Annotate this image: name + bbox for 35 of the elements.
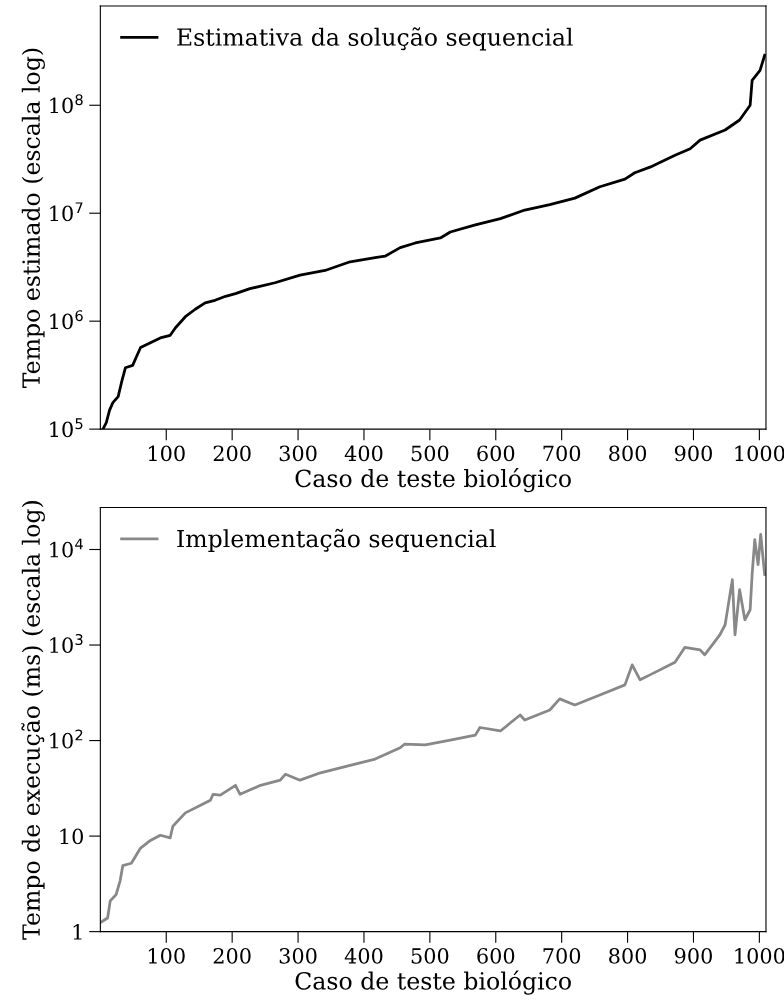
x-tick-label: 600 (477, 445, 515, 462)
x-tick-label: 100 (148, 445, 185, 462)
x-tick-label: 900 (674, 445, 712, 462)
x-axis-title: Caso de teste biológico (295, 468, 571, 493)
y-tick-label: 10$^{7}$ (50, 202, 83, 222)
x-tick-label: 500 (411, 445, 449, 462)
legend-label: Implementação sequencial (177, 528, 496, 553)
y-tick-label: 10$^{8}$ (50, 94, 83, 114)
y-tick-label: 10$^{4}$ (50, 538, 83, 558)
y-axis-title: Tempo de execução (ms) (escala log) (21, 501, 45, 940)
y-tick-label: 10 (60, 828, 83, 845)
x-tick-label: 800 (609, 947, 647, 964)
x-tick-label: 300 (279, 445, 317, 462)
y-tick-label: 1 (73, 924, 82, 940)
x-tick-label: 500 (411, 947, 449, 964)
legend-label: Estimativa da solução sequencial (177, 27, 573, 51)
x-tick-label: 200 (213, 445, 251, 462)
x-tick-label: 300 (279, 947, 317, 964)
y-tick-label: 10$^{2}$ (50, 729, 83, 749)
x-axis-title: Caso de teste biológico (295, 970, 571, 995)
x-tick-label: 200 (213, 947, 251, 964)
x-tick-label: 700 (543, 947, 581, 964)
y-tick-label: 10$^{6}$ (50, 310, 83, 330)
y-tick-label: 10$^{3}$ (50, 633, 83, 654)
x-tick-label: 600 (477, 947, 515, 964)
x-tick-label: 700 (543, 445, 581, 462)
y-tick-label: 10$^{5}$ (50, 418, 83, 438)
y-axis-title: Tempo estimado (escala log) (21, 48, 45, 389)
x-tick-label: 100 (148, 947, 185, 964)
x-tick-label: 1000 (735, 445, 784, 462)
x-tick-label: 800 (609, 445, 647, 462)
x-tick-label: 1000 (735, 947, 784, 964)
x-tick-label: 400 (344, 445, 383, 462)
x-tick-label: 900 (674, 947, 712, 964)
x-tick-label: 400 (344, 947, 383, 964)
